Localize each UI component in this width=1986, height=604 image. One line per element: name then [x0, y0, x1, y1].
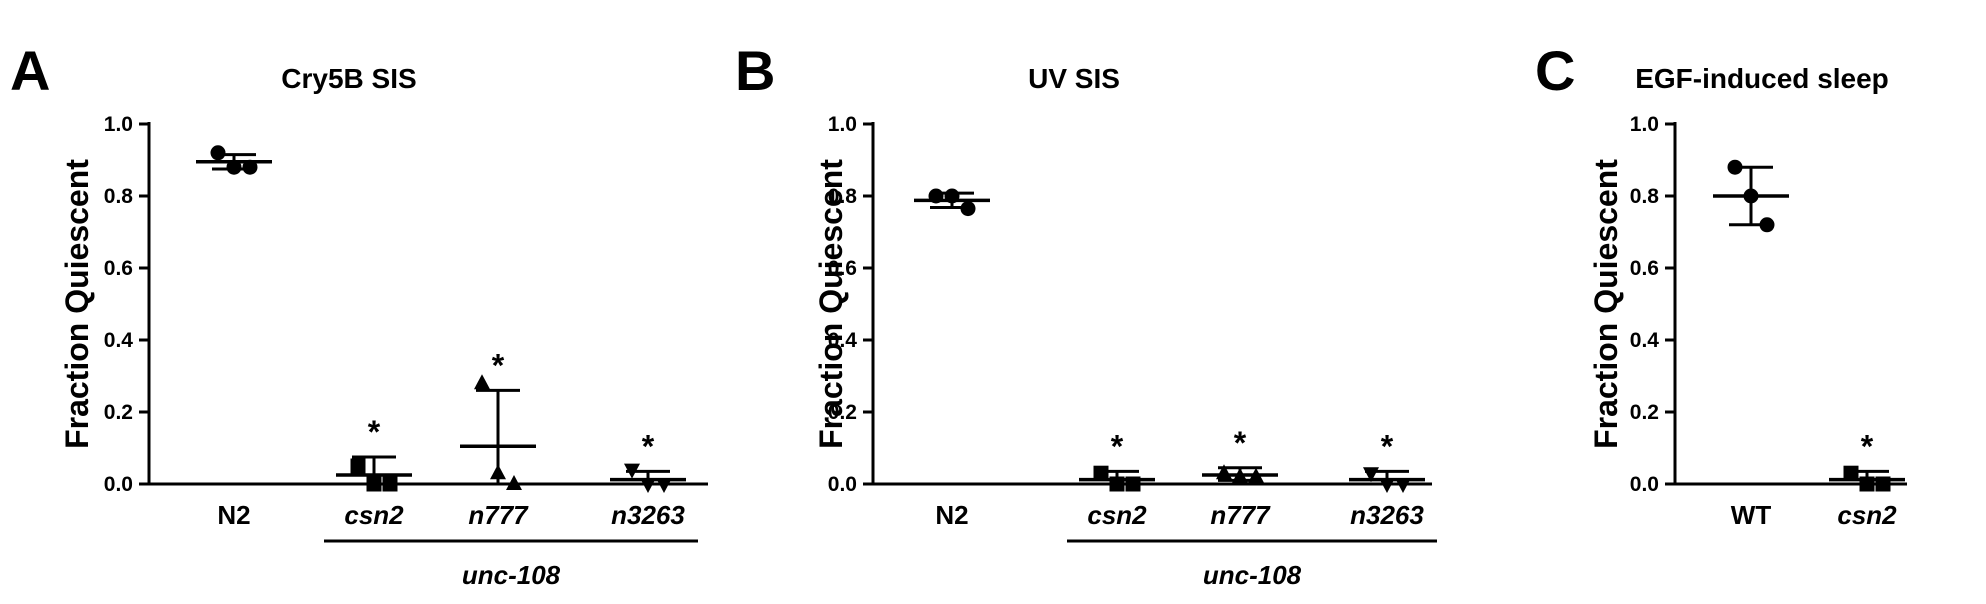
y-tick-label: 0.6 [1630, 257, 1659, 280]
y-tick-label: 0.4 [828, 329, 858, 352]
y-tick-label: 0.4 [104, 329, 134, 352]
data-point [1759, 217, 1775, 233]
y-tick-label: 0.2 [828, 401, 857, 424]
y-tick-label: 0.8 [828, 185, 858, 208]
data-point [1843, 465, 1859, 481]
panel-letter: B [735, 39, 775, 102]
data-point [1743, 188, 1759, 204]
x-category-label: n3263 [611, 500, 685, 530]
x-category-label: csn2 [1087, 500, 1147, 530]
significance-star: * [492, 347, 505, 383]
data-point [210, 145, 226, 161]
y-tick-label: 0.4 [1630, 329, 1660, 352]
series-n3263: * [610, 428, 686, 493]
series-n3263: * [1349, 428, 1425, 493]
data-point [1875, 476, 1891, 492]
group-label: unc-108 [462, 560, 561, 590]
series-WT [1713, 159, 1789, 233]
y-tick-label: 0.0 [104, 473, 133, 496]
y-tick-label: 1.0 [828, 113, 857, 136]
x-category-label: n777 [468, 500, 529, 530]
y-axis-label: Fraction Quiescent [1588, 159, 1624, 449]
significance-star: * [642, 428, 655, 464]
group-label: unc-108 [1203, 560, 1302, 590]
series-csn2: * [1829, 428, 1905, 492]
data-point [1727, 159, 1743, 175]
series-csn2: * [1079, 428, 1155, 492]
data-point [1216, 464, 1232, 480]
data-point [1232, 467, 1248, 483]
data-point [1395, 478, 1411, 493]
data-point [366, 476, 382, 492]
panel-a: A Cry5B SIS Fraction Quiescent 0.0 0.2 0.4 0.6… [10, 39, 708, 590]
y-axis-label: Fraction Quiescent [813, 159, 849, 449]
chart-title: UV SIS [1028, 63, 1120, 94]
data-point [624, 463, 640, 479]
y-tick-label: 1.0 [1630, 113, 1659, 136]
panel-b: B UV SIS Fraction Quiescent 0.0 0.2 0.4 0.6 0.8… [735, 39, 1437, 590]
x-category-label: N2 [217, 500, 250, 530]
data-point [960, 201, 976, 217]
series-n777: * [460, 347, 536, 490]
y-tick-label: 0.8 [104, 185, 134, 208]
series-n777: * [1202, 425, 1278, 483]
series-N2 [196, 145, 272, 175]
panel-letter: C [1535, 39, 1575, 102]
y-tick-label: 0.6 [828, 257, 857, 280]
significance-star: * [368, 414, 381, 450]
y-tick-label: 0.8 [1630, 185, 1660, 208]
panel-c: C EGF-induced sleep Fraction Quiescent 0.0 0… [1535, 39, 1907, 530]
y-tick-label: 0.0 [1630, 473, 1659, 496]
data-point [1093, 465, 1109, 481]
series-N2 [914, 188, 990, 217]
data-point [1109, 476, 1125, 492]
data-point [382, 476, 398, 492]
data-point [944, 188, 960, 204]
data-point [928, 188, 944, 204]
data-point [1125, 476, 1141, 492]
panel-letter: A [10, 39, 50, 102]
series-csn2: * [336, 414, 412, 492]
x-category-label: n777 [1210, 500, 1271, 530]
x-category-label: csn2 [1837, 500, 1897, 530]
x-category-label: csn2 [344, 500, 404, 530]
data-point [506, 475, 522, 490]
data-point [490, 464, 506, 480]
y-tick-label: 1.0 [104, 113, 133, 136]
data-point [1379, 478, 1395, 493]
chart-title: Cry5B SIS [281, 63, 416, 94]
chart-title: EGF-induced sleep [1635, 63, 1889, 94]
y-tick-label: 0.2 [104, 401, 133, 424]
x-category-label: WT [1731, 500, 1772, 530]
data-point [242, 159, 258, 175]
data-point [1248, 467, 1264, 483]
y-tick-label: 0.6 [104, 257, 133, 280]
data-point [474, 374, 490, 390]
y-tick-label: 0.0 [828, 473, 857, 496]
data-point [350, 458, 366, 474]
y-axis-label: Fraction Quiescent [59, 159, 95, 449]
data-point [226, 159, 242, 175]
data-point [640, 478, 656, 493]
data-point [656, 478, 672, 493]
significance-star: * [1234, 425, 1247, 461]
data-point [1859, 476, 1875, 492]
significance-star: * [1111, 428, 1124, 464]
significance-star: * [1861, 428, 1874, 464]
x-category-label: N2 [935, 500, 968, 530]
y-tick-label: 0.2 [1630, 401, 1659, 424]
significance-star: * [1381, 428, 1394, 464]
x-category-label: n3263 [1350, 500, 1424, 530]
data-point [1363, 467, 1379, 483]
